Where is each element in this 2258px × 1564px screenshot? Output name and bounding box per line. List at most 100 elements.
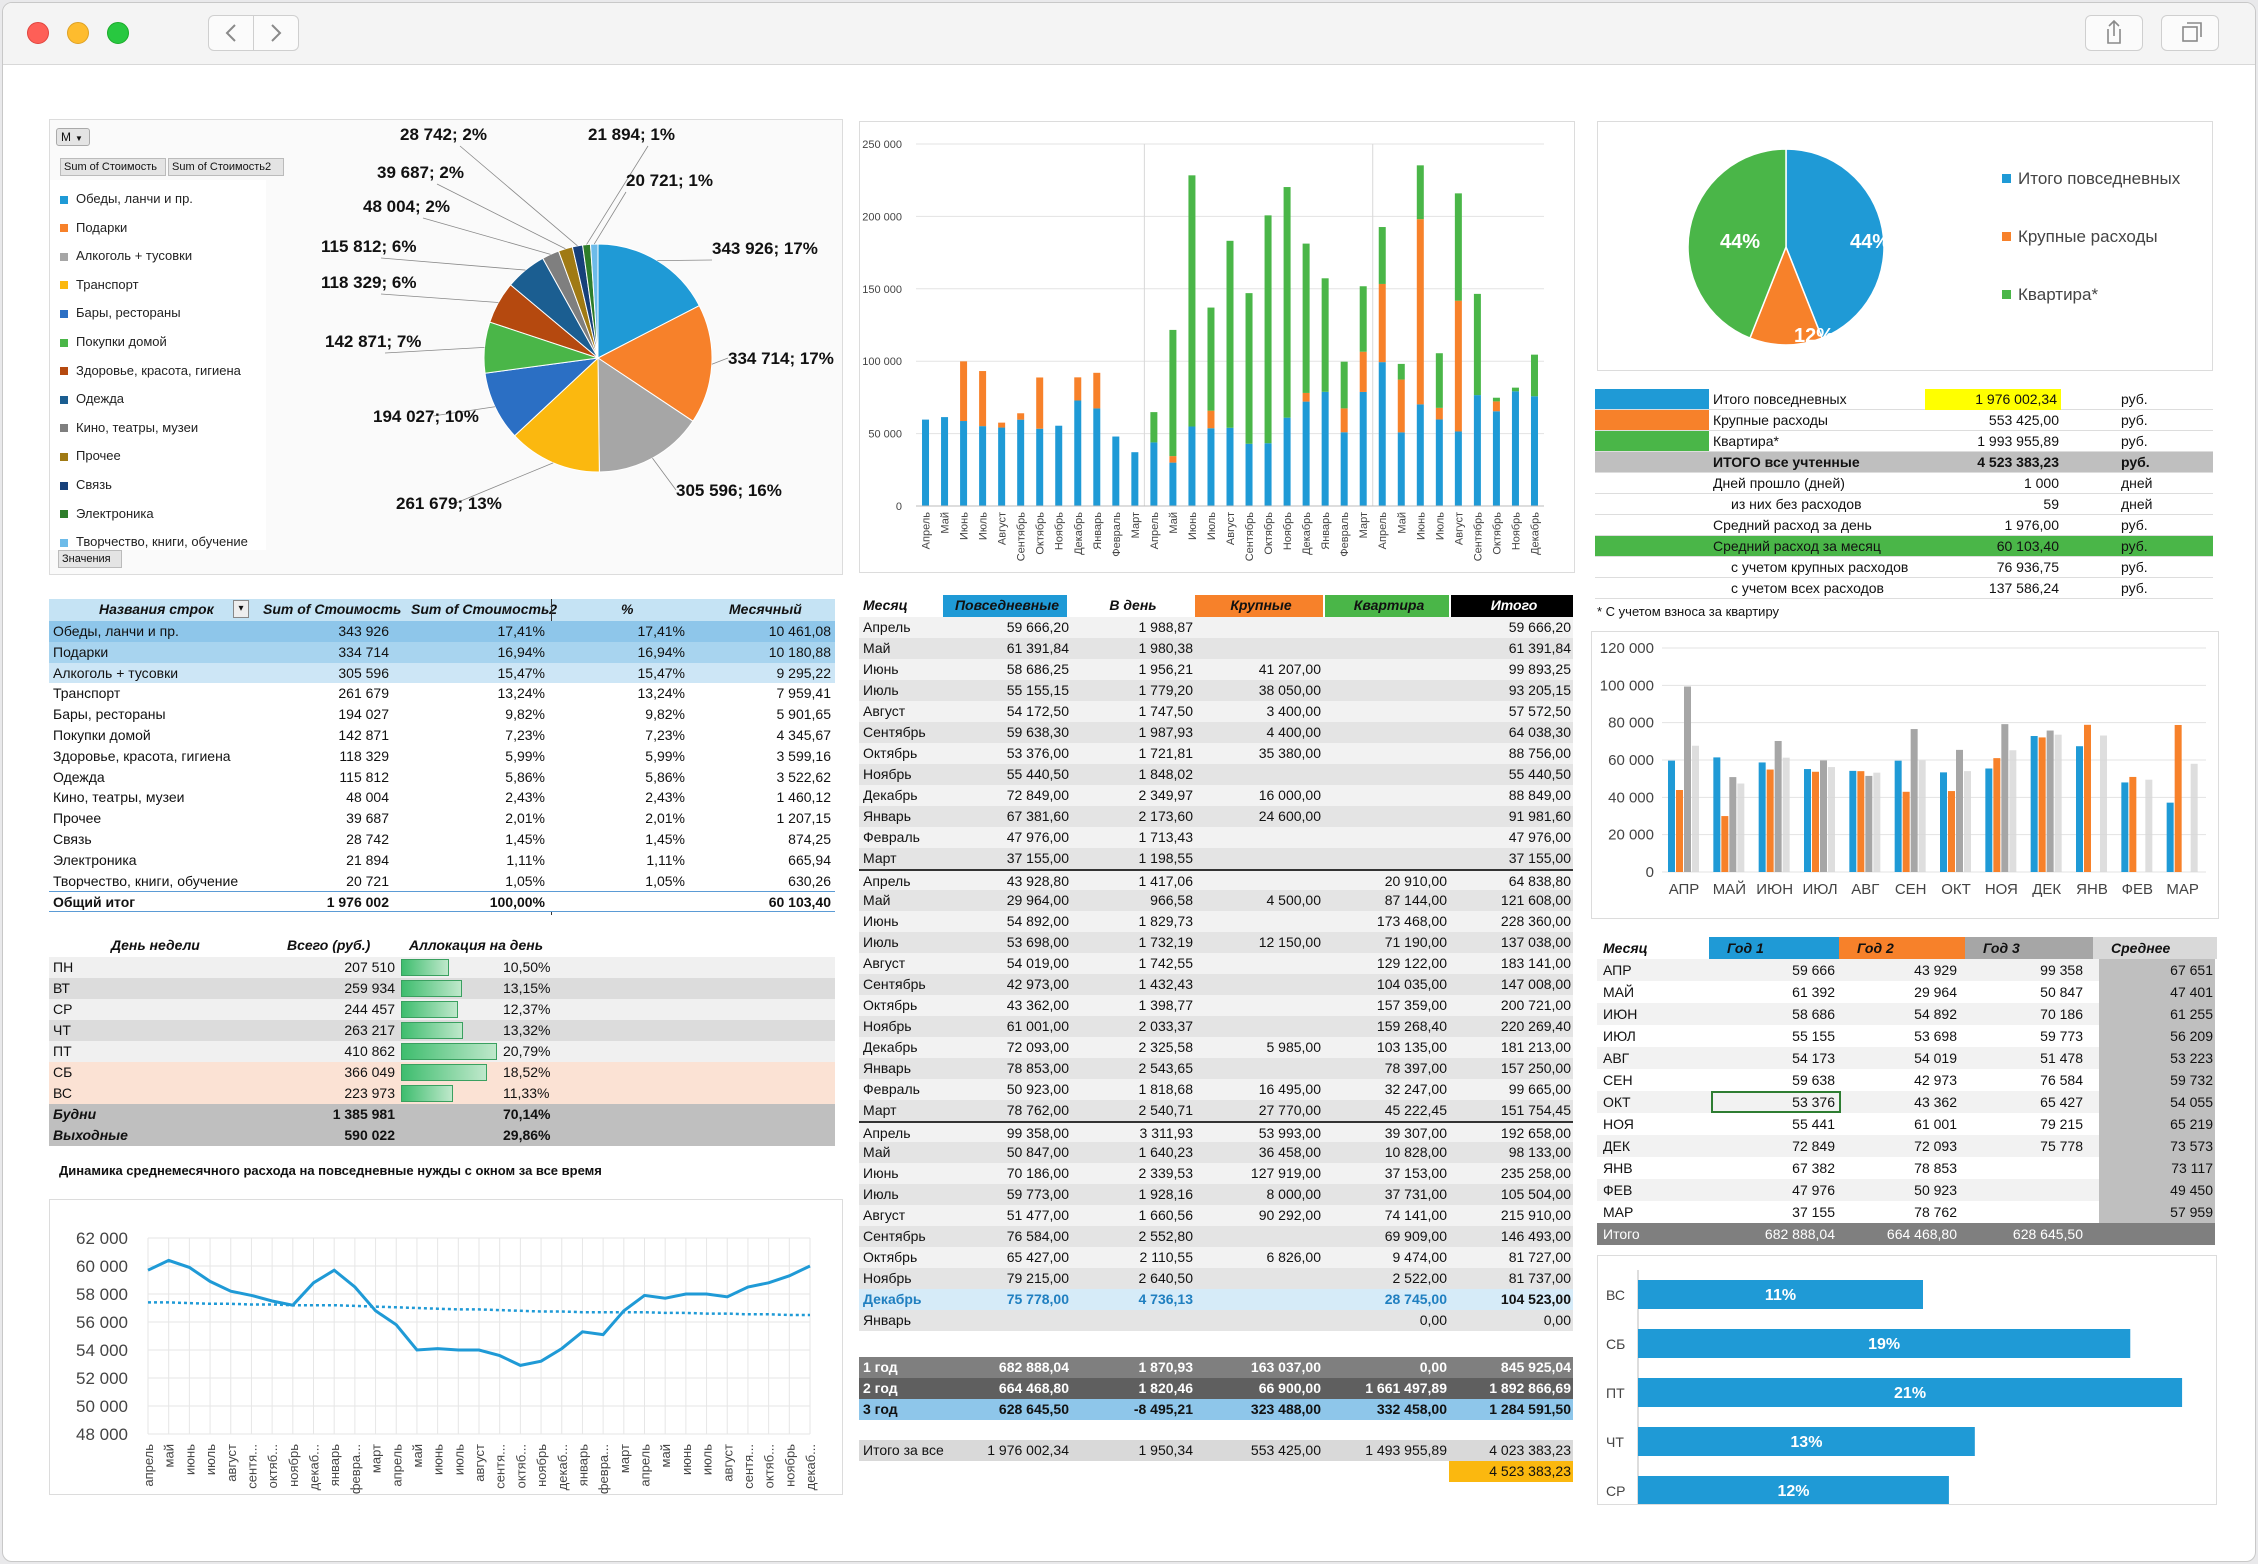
bar-segment xyxy=(1340,432,1348,506)
cell: 157 359,00 xyxy=(1376,997,1447,1013)
label-cell: ИТОГО все учтенные xyxy=(1713,454,1860,470)
bar xyxy=(2129,776,2137,872)
cell: 151 754,45 xyxy=(1500,1102,1571,1118)
bar xyxy=(1940,772,1947,872)
bar xyxy=(1638,1476,1949,1505)
cell: 1 742,55 xyxy=(1138,955,1194,971)
cell: 37 153,00 xyxy=(1384,1165,1447,1181)
weekday-row: ЧТ 263 217 13,32% xyxy=(49,1020,835,1041)
monthly-table: Месяц Повседневные В день Крупные Квартира Ит… xyxy=(859,595,1575,1485)
pie-data-label: 115 812; 6% xyxy=(321,237,416,256)
cell: 163 037,00 xyxy=(1250,1359,1321,1375)
pct-cell: 11,33% xyxy=(503,1085,550,1101)
year-row: ОКТ 53 376 43 362 65 427 54 055 xyxy=(1597,1091,2215,1113)
x-tick-label: Апрель xyxy=(1377,512,1389,550)
monthly-row: Февраль 50 923,00 1 818,68 16 495,00 32 247,… xyxy=(859,1079,1573,1100)
x-tick-label: Август xyxy=(997,512,1009,545)
year-total-row: 2 год 664 468,80 1 820,46 66 900,00 1 661 49… xyxy=(859,1378,1573,1399)
expense-share-pie: 44% Итого повседневных 12% Крупные расходы 4… xyxy=(1687,148,2181,347)
x-tick-label: ЯНВ xyxy=(2076,881,2108,898)
cell: 7,23% xyxy=(505,727,545,743)
year-header-row: Месяц Год 1 Год 2 Год 3 Среднее xyxy=(1597,937,2217,959)
values-button[interactable]: Значения xyxy=(58,550,122,568)
cell: 39 687 xyxy=(346,810,389,827)
unit-cell: руб. xyxy=(2121,538,2148,554)
cell: 4 523 383,23 xyxy=(1449,1461,1573,1482)
bar xyxy=(1774,740,1782,872)
legend-swatch xyxy=(60,309,68,318)
category-cell: Обеды, ланчи и пр. xyxy=(53,623,179,639)
cell: 99 358,00 xyxy=(1006,1125,1069,1141)
cell: Август xyxy=(863,1207,906,1223)
x-tick-label: АВГ xyxy=(1851,881,1879,898)
year-row: НОЯ 55 441 61 001 79 215 65 219 xyxy=(1597,1113,2215,1135)
monthly-row: Июль 53 698,00 1 732,19 12 150,00 71 190,00 1… xyxy=(859,932,1573,953)
legend-swatch xyxy=(60,367,68,376)
close-icon[interactable] xyxy=(27,22,49,44)
bar-segment xyxy=(1340,408,1348,433)
x-tick-label: СЕН xyxy=(1895,881,1927,898)
zoom-icon[interactable] xyxy=(107,22,129,44)
bar-segment xyxy=(1093,372,1101,409)
bar-segment xyxy=(1416,404,1424,506)
monthly-row: Март 37 155,00 1 198,55 37 155,00 xyxy=(859,848,1573,869)
pie-data-label: 39 687; 2% xyxy=(377,163,464,182)
cell: 61 001 xyxy=(1914,1116,1957,1132)
cell: Октябрь xyxy=(863,997,918,1013)
cell: 127 919,00 xyxy=(1250,1165,1321,1181)
pie-slice xyxy=(597,357,694,473)
month-cell: АПР xyxy=(1603,962,1632,978)
cell: Декабрь xyxy=(863,1291,922,1307)
x-tick-label: Февраль xyxy=(1339,512,1351,557)
bar-segment xyxy=(1359,286,1367,352)
forward-icon xyxy=(271,24,282,42)
cell: 9 474,00 xyxy=(1392,1249,1448,1265)
bar xyxy=(1684,686,1691,872)
tabs-button[interactable] xyxy=(2161,15,2219,51)
bar-segment xyxy=(1036,377,1044,429)
cell: Август xyxy=(863,955,906,971)
weekday-row: ВТ 259 934 13,15% xyxy=(49,978,835,999)
forward-button[interactable] xyxy=(253,15,299,51)
cell: 137 038,00 xyxy=(1500,934,1571,950)
category-cell: Алкоголь + тусовки xyxy=(53,664,179,681)
legend-item: Подарки xyxy=(60,219,127,237)
bar xyxy=(1873,772,1881,872)
bar-segment xyxy=(1074,377,1082,401)
dynamics-title: Динамика среднемесячного расхода на повс… xyxy=(59,1163,602,1178)
bar-segment xyxy=(1378,227,1386,284)
legend-swatch xyxy=(2002,290,2011,299)
bar-segment xyxy=(1264,215,1272,444)
label-cell: из них без расходов xyxy=(1731,496,1862,512)
cell: 61 391,84 xyxy=(1006,640,1069,656)
cell: 1,05% xyxy=(505,872,545,889)
cell: 682 888,04 xyxy=(998,1359,1069,1375)
value-cell: 4 523 383,23 xyxy=(1977,454,2059,470)
unit-cell: руб. xyxy=(2121,433,2148,449)
label-cell: Квартира* xyxy=(1713,433,1779,449)
monthly-row: Январь 0,00 0,00 xyxy=(859,1310,1573,1331)
year-row: ИЮЛ 55 155 53 698 59 773 56 209 xyxy=(1597,1025,2215,1047)
cell: 10 828,00 xyxy=(1384,1144,1447,1160)
cell: 263 217 xyxy=(344,1022,395,1038)
cell: 5,86% xyxy=(645,768,685,785)
field-button-1[interactable]: Sum of Стоимость xyxy=(60,158,166,176)
day-cell: ЧТ xyxy=(53,1022,71,1038)
x-tick-label: Сентябрь xyxy=(1244,512,1256,562)
x-tick-label: Июнь xyxy=(1187,512,1199,540)
cell: 60 103,40 xyxy=(768,894,831,911)
unit-cell: руб. xyxy=(2121,559,2148,575)
monthly-row: Декабрь 72 093,00 2 325,58 5 985,00 103 135,… xyxy=(859,1037,1573,1058)
y-tick-label: 50 000 xyxy=(868,429,902,441)
bar-segment xyxy=(1321,278,1329,392)
back-button[interactable] xyxy=(208,15,254,51)
field-button-2[interactable]: Sum of Стоимость2 xyxy=(168,158,284,176)
legend-label: Обеды, ланчи и пр. xyxy=(76,191,193,206)
share-button[interactable] xyxy=(2085,15,2143,51)
bar-segment xyxy=(1169,456,1177,463)
filter-button[interactable]: M ▼ xyxy=(56,128,90,146)
minimize-icon[interactable] xyxy=(67,22,89,44)
bar xyxy=(2009,750,2017,872)
dynamics-line-chart: 62 000 60 000 58 000 56 000 54 000 52 000 50 0… xyxy=(76,1229,818,1494)
cell: Апрель xyxy=(863,1125,911,1141)
